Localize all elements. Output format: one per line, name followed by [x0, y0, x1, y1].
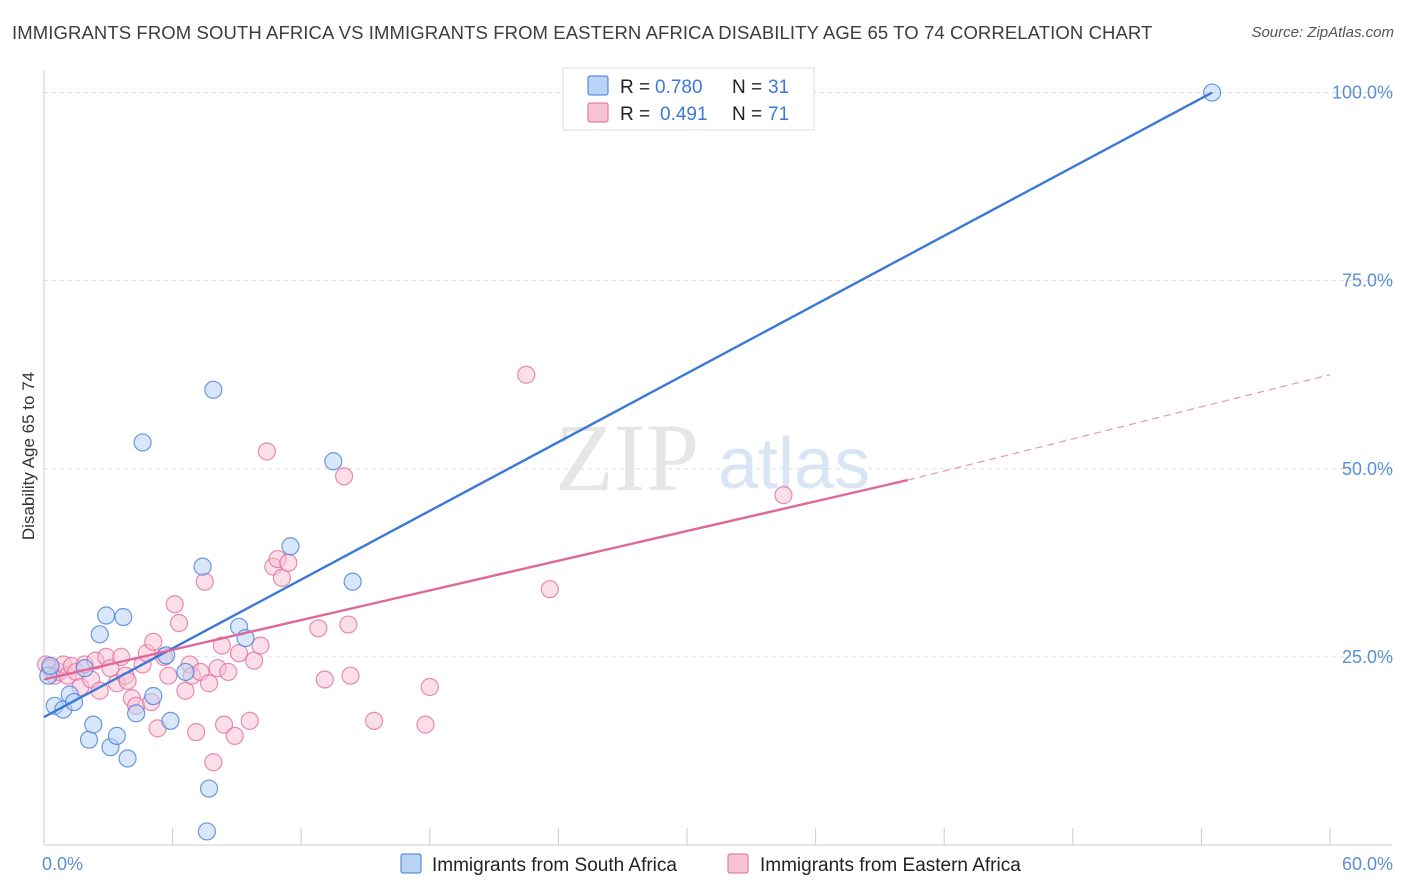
eastern-africa-point [272, 568, 292, 587]
south-africa-point [197, 822, 216, 841]
trend-lines [43, 91, 1331, 719]
south-africa-point [41, 656, 60, 676]
eastern-africa-point [195, 572, 214, 591]
south-africa-point [161, 711, 180, 730]
series-label-eastern-africa: Immigrants from Eastern Africa [760, 855, 1021, 876]
correlation-legend: R = 0.780 N = 31 R = 0.491 N = 71 [562, 67, 815, 131]
eastern-africa-point [364, 711, 384, 730]
eastern-africa-point [229, 644, 249, 663]
south-africa-point [204, 380, 223, 399]
legend-r-label: R = [620, 77, 650, 98]
legend-r-eastern-africa: 0.491 [660, 104, 708, 125]
eastern-africa-point [219, 662, 238, 682]
source-credit: Source: ZipAtlas.com [1251, 24, 1394, 41]
eastern-africa-point [204, 753, 223, 772]
south-africa-point [127, 704, 146, 723]
eastern-africa-point [225, 726, 244, 745]
zipatlas-watermark: ZIP atlas [555, 404, 870, 511]
south-africa-point [199, 779, 219, 798]
y-tick-label: 100.0% [1332, 83, 1393, 103]
eastern-africa-point [187, 723, 206, 742]
south-africa-point [90, 625, 109, 644]
eastern-africa-point [517, 365, 536, 384]
legend-n-eastern-africa: 71 [768, 104, 789, 125]
y-tick-labels: 25.0% 50.0% 75.0% 100.0% [1332, 83, 1393, 667]
eastern-africa-point [199, 674, 219, 693]
eastern-africa-point [339, 615, 358, 634]
eastern-africa-point [214, 715, 234, 734]
eastern-africa-point [144, 632, 163, 651]
legend-n-south-africa: 31 [768, 77, 789, 98]
legend-r-south-africa: 0.780 [655, 77, 703, 98]
series-swatch-south-africa [400, 853, 422, 874]
chart-title: IMMIGRANTS FROM SOUTH AFRICA VS IMMIGRAN… [12, 22, 1153, 43]
eastern-africa-point [334, 467, 354, 486]
legend-r-label: R = [620, 104, 650, 125]
eastern-africa-point [420, 677, 439, 697]
eastern-africa-point [774, 486, 793, 505]
grid-lines [44, 92, 1392, 658]
eastern-africa-point [279, 553, 298, 572]
south-africa-point [79, 730, 99, 749]
eastern-africa-point [251, 636, 270, 655]
legend-n-label: N = [732, 104, 762, 125]
x-tick-label-min: 0.0% [42, 854, 83, 874]
eastern-africa-point [165, 595, 184, 614]
south-africa-point [193, 557, 212, 576]
eastern-africa-point [169, 613, 189, 633]
legend-swatch-eastern-africa [587, 102, 609, 123]
south-africa-point [144, 686, 163, 706]
series-legend: Immigrants from South Africa Immigrants … [400, 853, 1021, 876]
eastern-africa-point [416, 715, 435, 734]
y-axis-label: Disability Age 65 to 74 [19, 372, 38, 540]
y-tick-label: 75.0% [1342, 271, 1393, 291]
eastern-africa-point [176, 681, 195, 700]
south-africa-point [107, 726, 126, 745]
eastern-africa-point [315, 670, 334, 689]
eastern-africa-point [341, 666, 360, 685]
eastern-africa-trend-line [43, 478, 909, 681]
south-africa-point [343, 572, 362, 591]
south-africa-point [133, 433, 152, 452]
eastern-africa-trend-extension [907, 374, 1331, 481]
series-label-south-africa: Immigrants from South Africa [432, 855, 677, 876]
south-africa-trend-line [43, 91, 1213, 719]
y-tick-label: 25.0% [1342, 647, 1393, 667]
south-africa-point [97, 606, 116, 625]
legend-swatch-south-africa [587, 75, 609, 96]
y-tick-label: 50.0% [1342, 459, 1393, 479]
eastern-africa-point [309, 619, 328, 638]
south-africa-point [176, 662, 195, 682]
eastern-africa-point [540, 580, 559, 599]
south-africa-point [114, 607, 133, 627]
south-africa-point [281, 537, 300, 556]
eastern-africa-point [212, 636, 231, 655]
x-tick-label-max: 60.0% [1342, 854, 1393, 874]
series-swatch-eastern-africa [727, 853, 749, 874]
south-africa-point [84, 715, 103, 734]
watermark-zip: ZIP [555, 404, 699, 511]
eastern-africa-point [244, 651, 264, 670]
south-africa-point [118, 749, 137, 768]
south-africa-point [324, 452, 343, 471]
legend-n-label: N = [732, 77, 762, 98]
eastern-africa-point [159, 666, 178, 685]
eastern-africa-point [257, 442, 277, 461]
watermark-atlas: atlas [718, 424, 870, 504]
south-africa-points [39, 83, 1222, 841]
eastern-africa-point [240, 711, 259, 730]
